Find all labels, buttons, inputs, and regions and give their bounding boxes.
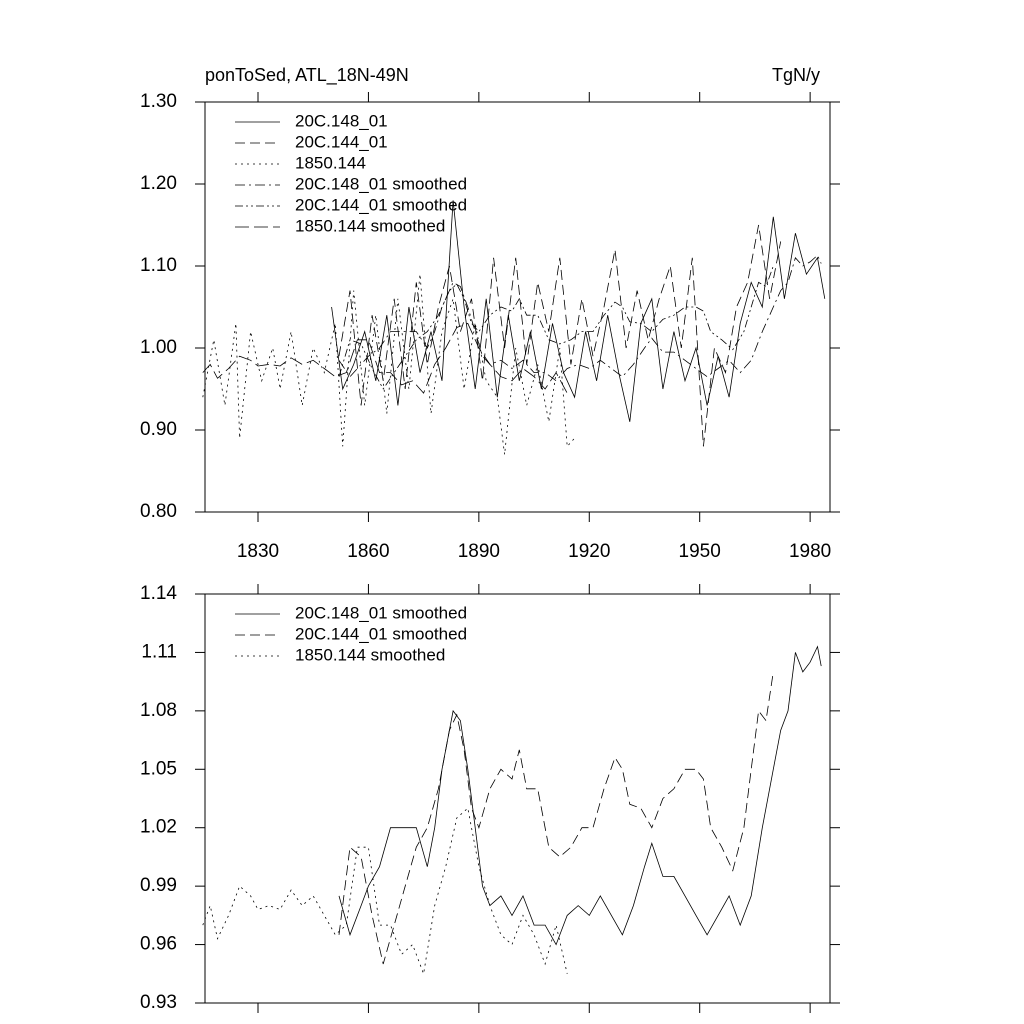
- data-line: [338, 224, 782, 447]
- plot-frame: [204, 593, 831, 1004]
- y-tick-label: 0.99: [140, 875, 177, 896]
- y-tick-label: 0.80: [140, 501, 177, 522]
- data-line: [331, 200, 826, 422]
- y-tick-label: 1.30: [140, 91, 177, 112]
- y-tick-label: 1.10: [140, 255, 177, 276]
- legend-label: 20C.148_01: [295, 111, 388, 130]
- legend-label: 20C.148_01 smoothed: [295, 174, 467, 193]
- legend-label: 20C.148_01 smoothed: [295, 603, 467, 622]
- data-line: [338, 671, 774, 965]
- data-line: [338, 645, 822, 946]
- x-tick-label: 1890: [458, 541, 500, 562]
- data-line: [338, 254, 822, 382]
- data-line: [202, 322, 568, 394]
- x-tick-label: 1920: [568, 541, 610, 562]
- units-label: TgN/y: [772, 65, 820, 85]
- y-tick-label: 0.93: [140, 992, 177, 1013]
- x-tick-label: 1860: [347, 541, 389, 562]
- data-line: [202, 807, 568, 976]
- chart-title: ponToSed, ATL_18N-49N: [205, 65, 409, 86]
- plot-frame: [204, 101, 831, 513]
- legend-label: 20C.144_01: [295, 132, 388, 151]
- x-tick-label: 1950: [679, 541, 721, 562]
- y-tick-label: 1.00: [140, 337, 177, 358]
- y-tick-label: 1.20: [140, 173, 177, 194]
- legend-label: 1850.144 smoothed: [295, 216, 445, 235]
- data-line: [202, 274, 575, 455]
- y-tick-label: 1.05: [140, 758, 177, 779]
- legend-label: 1850.144 smoothed: [295, 645, 445, 664]
- legend-label: 1850.144: [295, 153, 366, 172]
- y-tick-label: 1.14: [140, 583, 177, 604]
- legend-label: 20C.144_01 smoothed: [295, 195, 467, 214]
- y-tick-label: 0.90: [140, 419, 177, 440]
- x-tick-label: 1830: [237, 541, 279, 562]
- x-tick-label: 1980: [789, 541, 831, 562]
- legend-label: 20C.144_01 smoothed: [295, 624, 467, 643]
- y-tick-label: 0.96: [140, 934, 177, 955]
- y-tick-label: 1.08: [140, 700, 177, 721]
- y-tick-label: 1.02: [140, 817, 177, 838]
- data-line: [338, 265, 774, 390]
- y-tick-label: 1.11: [141, 641, 177, 662]
